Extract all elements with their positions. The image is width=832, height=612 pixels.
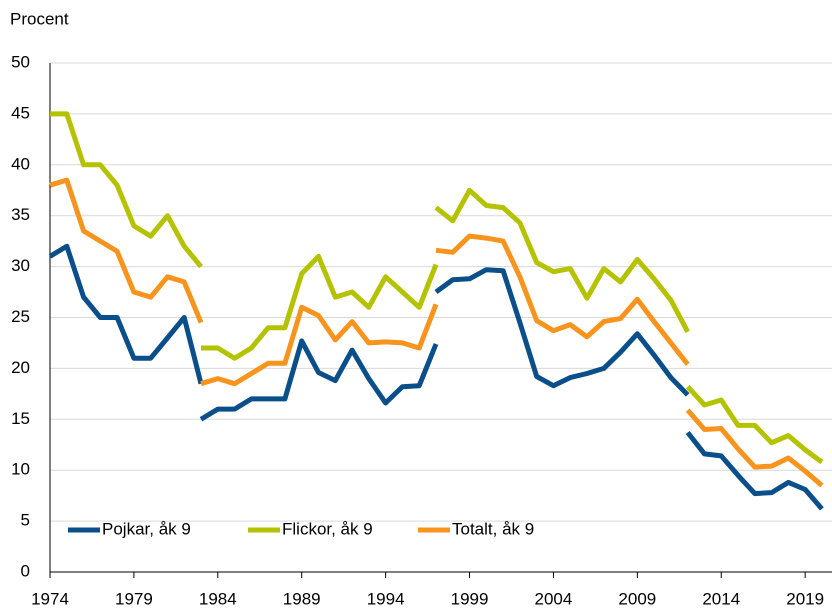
y-tick-label: 35 bbox=[11, 205, 30, 224]
y-tick-label: 10 bbox=[11, 460, 30, 479]
y-tick-label: 30 bbox=[11, 256, 30, 275]
x-tick-label: 2019 bbox=[786, 589, 824, 608]
y-tick-label: 45 bbox=[11, 103, 30, 122]
x-tick-label: 2004 bbox=[535, 589, 573, 608]
y-tick-label: 5 bbox=[21, 511, 30, 530]
line-series bbox=[48, 243, 824, 511]
x-tick-label: 2014 bbox=[702, 589, 740, 608]
y-tick-label: 40 bbox=[11, 154, 30, 173]
legend-label: Flickor, åk 9 bbox=[282, 519, 373, 538]
y-tick-label: 15 bbox=[11, 409, 30, 428]
y-tick-label: 20 bbox=[11, 358, 30, 377]
x-tick-label: 1994 bbox=[367, 589, 405, 608]
x-tick-label: 1989 bbox=[283, 589, 321, 608]
line-series bbox=[49, 177, 824, 488]
legend-label: Pojkar, åk 9 bbox=[102, 519, 191, 538]
line-series bbox=[50, 111, 824, 465]
y-tick-label: 0 bbox=[21, 561, 30, 580]
x-tick-label: 1999 bbox=[451, 589, 489, 608]
x-tick-label: 1979 bbox=[115, 589, 153, 608]
y-tick-label: 25 bbox=[11, 307, 30, 326]
x-tick-label: 1974 bbox=[31, 589, 69, 608]
x-tick-label: 1984 bbox=[199, 589, 237, 608]
y-axis-label: Procent bbox=[10, 9, 69, 28]
legend-label: Totalt, åk 9 bbox=[452, 519, 534, 538]
x-tick-label: 2009 bbox=[618, 589, 656, 608]
y-tick-label: 50 bbox=[11, 52, 30, 71]
